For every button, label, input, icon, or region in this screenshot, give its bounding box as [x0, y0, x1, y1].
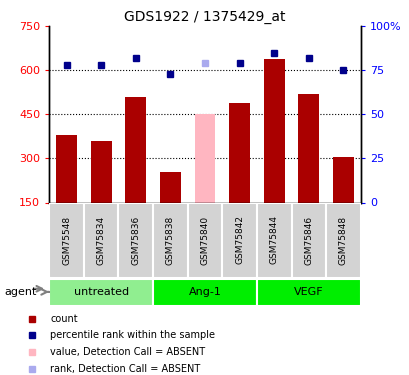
Bar [256, 279, 360, 306]
Text: rank, Detection Call = ABSENT: rank, Detection Call = ABSENT [50, 364, 200, 374]
Bar [160, 172, 180, 202]
Bar [49, 279, 153, 306]
Text: agent: agent [4, 287, 36, 297]
Bar [229, 103, 249, 202]
Bar [83, 202, 118, 278]
Text: Ang-1: Ang-1 [188, 287, 221, 297]
Text: GSM75548: GSM75548 [62, 215, 71, 265]
Text: percentile rank within the sample: percentile rank within the sample [50, 330, 214, 340]
Text: GSM75846: GSM75846 [303, 215, 312, 265]
Bar [153, 279, 256, 306]
Bar [263, 59, 284, 202]
Text: GSM75848: GSM75848 [338, 215, 347, 265]
Bar [256, 202, 291, 278]
Bar [187, 202, 222, 278]
Title: GDS1922 / 1375429_at: GDS1922 / 1375429_at [124, 10, 285, 24]
Bar [153, 202, 187, 278]
Bar [118, 202, 153, 278]
Bar [194, 114, 215, 202]
Bar [291, 202, 326, 278]
Text: value, Detection Call = ABSENT: value, Detection Call = ABSENT [50, 347, 204, 357]
Bar [332, 157, 353, 203]
Bar [326, 202, 360, 278]
Text: GSM75834: GSM75834 [97, 215, 106, 265]
Text: GSM75842: GSM75842 [234, 216, 243, 264]
Text: count: count [50, 314, 77, 324]
Text: GSM75838: GSM75838 [166, 215, 175, 265]
Text: GSM75844: GSM75844 [269, 216, 278, 264]
Bar [125, 97, 146, 202]
Text: untreated: untreated [73, 287, 128, 297]
Text: GSM75836: GSM75836 [131, 215, 140, 265]
Bar [56, 135, 77, 202]
Bar [49, 202, 83, 278]
Text: GSM75840: GSM75840 [200, 215, 209, 265]
Bar [222, 202, 256, 278]
Bar [298, 94, 319, 202]
Text: VEGF: VEGF [293, 287, 323, 297]
Bar [90, 141, 111, 202]
